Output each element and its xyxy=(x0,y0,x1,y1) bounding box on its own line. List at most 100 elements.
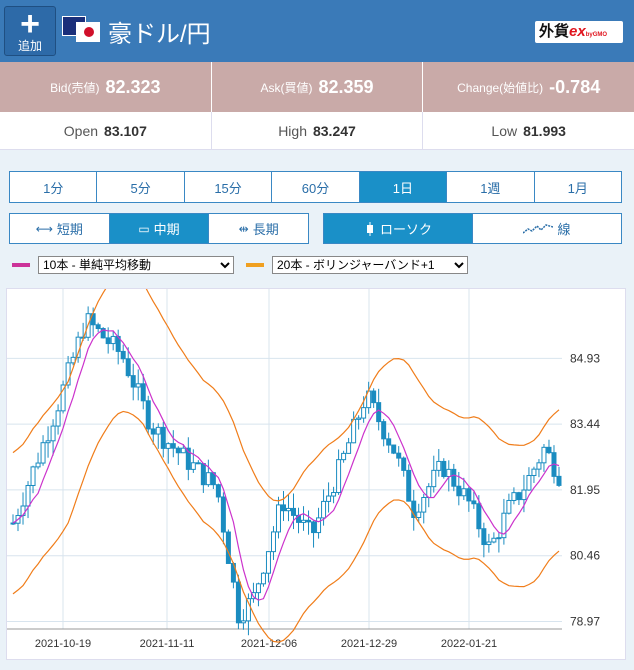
candle-body xyxy=(541,446,547,464)
candle-body xyxy=(326,495,332,502)
candle-body xyxy=(536,462,542,470)
long-range-icon: ⇹ xyxy=(238,221,249,236)
y-tick-label: 83.44 xyxy=(570,417,600,431)
candle-body xyxy=(275,504,281,533)
chart-type-selector: ローソク 線 xyxy=(323,213,622,244)
candlestick-button[interactable]: ローソク xyxy=(323,213,473,244)
candle-body xyxy=(45,440,51,444)
period-1week[interactable]: 1週 xyxy=(446,171,535,203)
period-1min[interactable]: 1分 xyxy=(9,171,98,203)
candle-body xyxy=(481,528,487,546)
y-tick-label: 81.95 xyxy=(570,483,600,497)
plus-icon: + xyxy=(20,5,40,43)
japan-flag-icon xyxy=(76,22,100,42)
candle-body xyxy=(150,428,156,435)
open-value: 83.107 xyxy=(104,122,147,139)
low-label: Low xyxy=(491,122,518,139)
candle-body xyxy=(361,407,367,419)
candle-body xyxy=(255,583,261,594)
period-60min[interactable]: 60分 xyxy=(271,171,360,203)
x-tick-label: 2021-10-19 xyxy=(35,638,91,650)
candle-body xyxy=(125,358,131,377)
candle-body xyxy=(546,446,552,454)
bid-cell: Bid(売値) 82.323 xyxy=(0,62,212,112)
candle-body xyxy=(396,452,402,459)
change-label: Change(始値比) xyxy=(457,80,544,95)
period-selector: 1分 5分 15分 60分 1日 1週 1月 xyxy=(9,171,622,203)
candle-body xyxy=(401,457,407,471)
currency-pair-title: 豪ドル/円 xyxy=(108,21,211,48)
candle-body xyxy=(311,521,317,534)
candle-body xyxy=(260,572,266,585)
period-5min[interactable]: 5分 xyxy=(96,171,185,203)
candle-body xyxy=(65,362,71,386)
candle-body xyxy=(145,400,151,430)
candle-body xyxy=(175,447,181,454)
range-short-label: 短期 xyxy=(56,222,83,237)
range-mid-button[interactable]: ▭ 中期 xyxy=(108,213,210,244)
low-cell: Low 81.993 xyxy=(423,112,634,149)
candle-body xyxy=(160,426,166,449)
period-1month[interactable]: 1月 xyxy=(533,171,622,203)
candle-body xyxy=(215,484,221,498)
band-upper-line xyxy=(12,289,560,502)
candlestick-icon xyxy=(366,221,373,236)
line-chart-button[interactable]: 線 xyxy=(472,213,622,244)
open-cell: Open 83.107 xyxy=(0,112,212,149)
bid-value: 82.323 xyxy=(105,76,161,97)
candle-body xyxy=(240,620,246,624)
candle-body xyxy=(25,484,31,507)
candle-body xyxy=(511,492,517,501)
candle-body xyxy=(306,519,312,523)
chart-svg[interactable]: 84.93 83.44 81.95 80.46 78.97 2021-10-19 2021-… xyxy=(7,289,627,661)
mid-range-icon: ▭ xyxy=(138,221,150,236)
ma-select[interactable]: 10本 - 単純平均移動 xyxy=(38,256,234,274)
ask-label: Ask(買値) xyxy=(260,80,313,95)
period-1day[interactable]: 1日 xyxy=(358,171,448,203)
candle-body xyxy=(506,499,512,514)
candle-body xyxy=(200,463,206,486)
low-value: 81.993 xyxy=(523,122,566,139)
candle-body xyxy=(486,541,492,546)
candle-body xyxy=(351,418,357,444)
ask-cell: Ask(買値) 82.359 xyxy=(212,62,424,112)
candle-body xyxy=(331,492,337,497)
period-15min[interactable]: 15分 xyxy=(183,171,273,203)
range-selector: ⟷ 短期 ▭ 中期 ⇹ 長期 xyxy=(9,213,310,244)
candle-body xyxy=(461,488,467,497)
candle-body xyxy=(476,503,482,530)
y-tick-label: 80.46 xyxy=(570,549,600,563)
candle-body xyxy=(205,472,211,486)
change-cell: Change(始値比) -0.784 xyxy=(423,62,634,112)
candle-body xyxy=(225,531,231,564)
candle-body xyxy=(155,426,161,435)
candle-body xyxy=(30,466,36,486)
candle-body xyxy=(496,537,502,540)
candle-body xyxy=(40,442,46,464)
candle-body xyxy=(301,519,307,523)
band-lower-line xyxy=(12,410,560,643)
candle-body xyxy=(381,421,387,440)
candle-body xyxy=(411,500,417,519)
moving-average-line xyxy=(12,329,560,601)
bb-color-swatch xyxy=(246,263,264,267)
add-button[interactable]: + 追加 xyxy=(4,6,56,56)
candle-body xyxy=(386,438,392,446)
candle-body xyxy=(371,390,377,404)
price-chart[interactable]: 84.93 83.44 81.95 80.46 78.97 2021-10-19 2021-… xyxy=(6,288,626,660)
ohl-bar: Open 83.107 High 83.247 Low 81.993 xyxy=(0,112,634,150)
bb-indicator: 20本 - ボリンジャーバンド+1 xyxy=(246,255,468,275)
y-tick-label: 78.97 xyxy=(570,614,600,628)
candle-body xyxy=(286,507,291,512)
range-long-label: 長期 xyxy=(252,222,279,237)
range-short-button[interactable]: ⟷ 短期 xyxy=(9,213,110,244)
bb-select[interactable]: 20本 - ボリンジャーバンド+1 xyxy=(272,256,468,274)
candle-body xyxy=(165,443,171,449)
range-long-button[interactable]: ⇹ 長期 xyxy=(208,213,310,244)
x-tick-label: 2022-01-21 xyxy=(441,638,497,650)
candle-body xyxy=(190,462,196,470)
candle-body xyxy=(416,511,422,519)
candle-body xyxy=(491,537,497,543)
x-tick-label: 2021-11-11 xyxy=(140,638,195,650)
high-label: High xyxy=(278,122,307,139)
